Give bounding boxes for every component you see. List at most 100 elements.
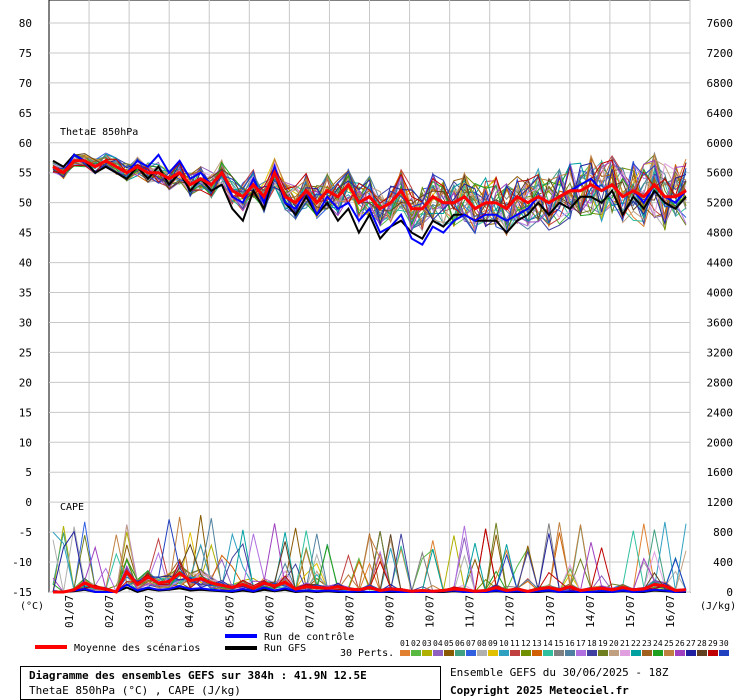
- footer-subtitle: ThetaE 850hPa (°C) , CAPE (J/kg): [29, 684, 241, 697]
- x-tick-label: 07/07: [303, 595, 316, 628]
- mean-theta-line: [52, 159, 687, 211]
- pert-legend-swatch: [598, 650, 608, 656]
- member-theta-line: [52, 153, 687, 232]
- right-tick-label: 5600: [707, 167, 734, 180]
- pert-legend-number: 17: [576, 639, 586, 648]
- x-tick-label: 10/07: [424, 595, 437, 628]
- right-tick-label: 6400: [707, 107, 734, 120]
- x-tick-label: 12/07: [504, 595, 517, 628]
- pert-legend-number: 04: [433, 639, 443, 648]
- pert-legend-swatch: [488, 650, 498, 656]
- footer-title-box: Diagramme des ensembles GEFS sur 384h : …: [20, 666, 441, 700]
- pert-legend-number: 09: [488, 639, 498, 648]
- x-tick-label: 01/07: [63, 595, 76, 628]
- grid: [49, 0, 691, 593]
- pert-legend-swatch: [664, 650, 674, 656]
- pert-legend-swatch: [675, 650, 685, 656]
- pert-legend-swatch: [609, 650, 619, 656]
- left-tick-label: -5: [19, 526, 32, 539]
- x-tick-label: 09/07: [384, 595, 397, 628]
- legend-perts-label: 30 Perts.: [340, 648, 394, 659]
- pert-legend-swatch: [543, 650, 553, 656]
- pert-legend-swatch: [576, 650, 586, 656]
- left-tick-label: -15: [12, 586, 32, 599]
- legend-gfs-label: Run GFS: [264, 643, 306, 654]
- pert-legend-number: 26: [675, 639, 685, 648]
- pert-legend-swatch: [411, 650, 421, 656]
- pert-legend-number: 25: [664, 639, 674, 648]
- pert-legend-swatch: [521, 650, 531, 656]
- x-tick-label: 11/07: [464, 595, 477, 628]
- left-tick-label: 25: [19, 346, 32, 359]
- pert-legend-number: 07: [466, 639, 476, 648]
- pert-legend-number: 18: [587, 639, 597, 648]
- pert-legend-number: 14: [543, 639, 553, 648]
- x-tick-label: 02/07: [103, 595, 116, 628]
- pert-legend-swatch: [719, 650, 729, 656]
- footer-copyright: Copyright 2025 Meteociel.fr: [450, 684, 629, 697]
- pert-legend-number: 11: [510, 639, 520, 648]
- x-tick-label: 03/07: [143, 595, 156, 628]
- cape-series-label: CAPE: [60, 502, 84, 513]
- right-tick-label: 2800: [707, 376, 734, 389]
- pert-legend-number: 10: [499, 639, 509, 648]
- pert-legend-swatch: [631, 650, 641, 656]
- pert-legend-swatch: [422, 650, 432, 656]
- pert-legend: 01 02 03 04 05 06 07 08 09 10 11 12 13 14 15 16 17 18 19 20…: [400, 639, 729, 656]
- pert-legend-number: 16: [565, 639, 575, 648]
- legend-control-label: Run de contrôle: [264, 631, 354, 643]
- pert-legend-swatch: [433, 650, 443, 656]
- pert-legend-number: 01: [400, 639, 410, 648]
- pert-legend-swatch: [532, 650, 542, 656]
- pert-legend-number: 22: [631, 639, 641, 648]
- right-tick-label: 2000: [707, 436, 734, 449]
- pert-legend-swatch: [400, 650, 410, 656]
- pert-legend-swatch: [565, 650, 575, 656]
- pert-legend-number: 15: [554, 639, 564, 648]
- left-tick-label: 40: [19, 257, 32, 270]
- right-tick-label: 6000: [707, 137, 734, 150]
- member-theta-line: [52, 152, 687, 228]
- left-tick-label: -10: [12, 556, 32, 569]
- pert-legend-number: 06: [455, 639, 465, 648]
- right-tick-label: 1600: [707, 466, 734, 479]
- member-cape-line: [53, 516, 687, 593]
- right-tick-label: 3200: [707, 346, 734, 359]
- left-tick-label: 5: [25, 466, 32, 479]
- pert-legend-number: 08: [477, 639, 487, 648]
- pert-legend-swatch: [554, 650, 564, 656]
- right-tick-label: 7600: [707, 17, 734, 30]
- left-tick-label: 60: [19, 137, 32, 150]
- left-tick-label: 10: [19, 436, 32, 449]
- control-theta-line: [52, 153, 687, 246]
- left-tick-label: 65: [19, 107, 32, 120]
- x-tick-label: 04/07: [183, 595, 196, 628]
- right-tick-label: 2400: [707, 406, 734, 419]
- x-tick-label: 15/07: [624, 595, 637, 628]
- right-tick-label: 4800: [707, 227, 734, 240]
- right-tick-label: 1200: [707, 496, 734, 509]
- legend-mean-label: Moyenne des scénarios: [74, 642, 200, 654]
- footer-title: Diagramme des ensembles GEFS sur 384h : …: [29, 669, 367, 682]
- x-tick-label: 08/07: [343, 595, 356, 628]
- pert-legend-number: 27: [686, 639, 696, 648]
- left-tick-label: 45: [19, 227, 32, 240]
- right-tick-label: 6800: [707, 77, 734, 90]
- footer-run: Ensemble GEFS du 30/06/2025 - 18Z: [450, 666, 669, 679]
- pert-legend-number: 13: [532, 639, 542, 648]
- left-tick-label: 70: [19, 77, 32, 90]
- member-theta-line: [52, 156, 687, 230]
- right-tick-label: 4400: [707, 257, 734, 270]
- pert-legend-number: 21: [620, 639, 630, 648]
- pert-legend-swatch: [587, 650, 597, 656]
- pert-legend-swatch: [455, 650, 465, 656]
- left-tick-label: 0: [25, 496, 32, 509]
- member-theta-line: [52, 153, 687, 235]
- pert-legend-swatch: [642, 650, 652, 656]
- pert-legend-number: 24: [653, 639, 663, 648]
- pert-legend-swatch: [686, 650, 696, 656]
- right-axis-ticks: 7600720068006400600056005200480044004000…: [707, 17, 734, 599]
- x-tick-label: 05/07: [223, 595, 236, 628]
- special-series: [52, 153, 687, 594]
